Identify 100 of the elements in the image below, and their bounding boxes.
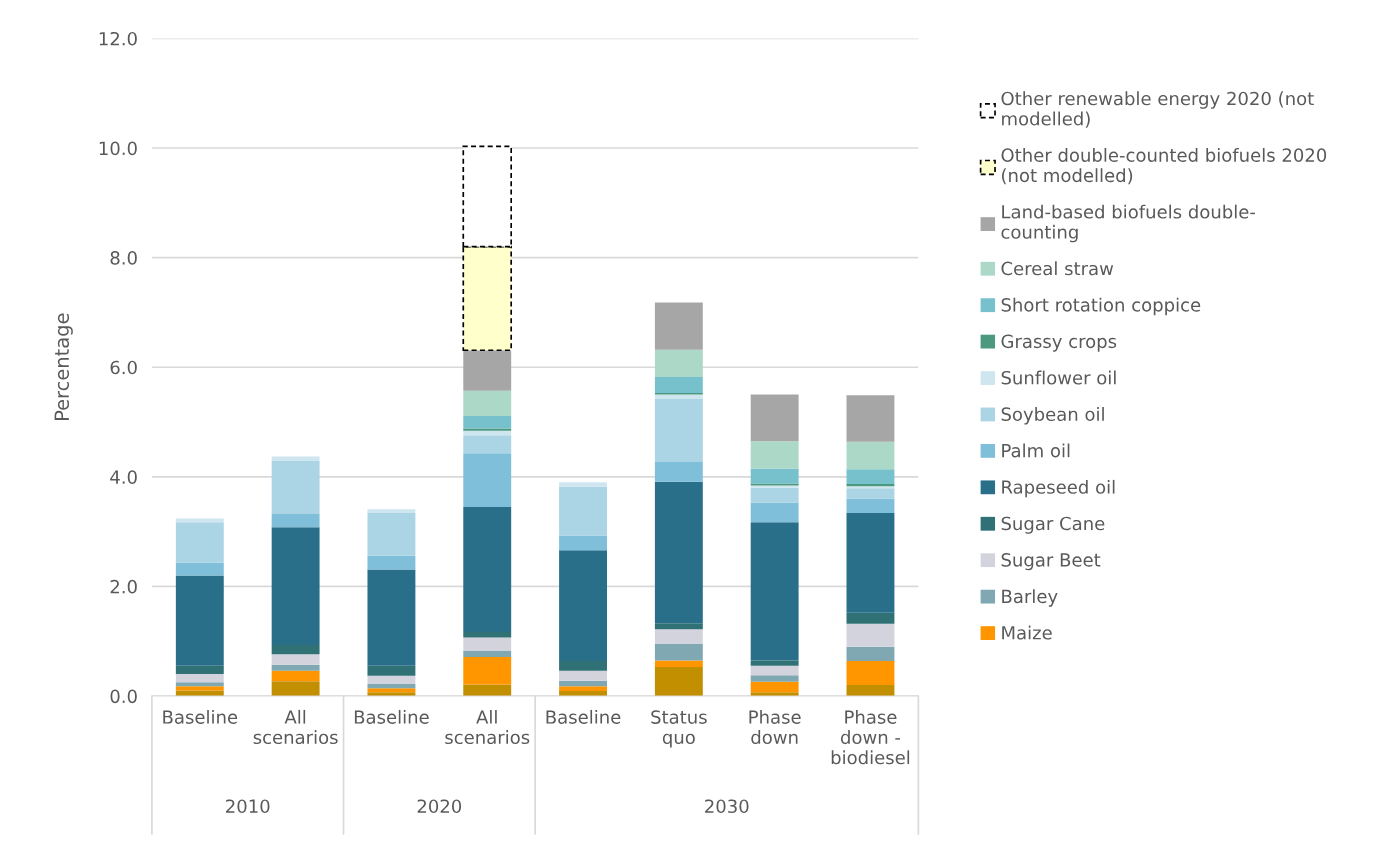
bar [654, 666, 703, 697]
bar [559, 670, 607, 681]
bar [846, 660, 895, 686]
bar [367, 675, 416, 684]
bar [175, 665, 224, 675]
bar [654, 660, 703, 667]
bar [559, 660, 607, 671]
bar [750, 468, 799, 484]
bar [367, 512, 416, 556]
bar [750, 665, 799, 676]
bar [463, 637, 512, 652]
bar [367, 688, 416, 693]
bar [463, 651, 512, 658]
x-tick-label: Status quo [651, 710, 707, 748]
bar [559, 486, 607, 536]
bar [271, 681, 320, 697]
x-tick-label: All scenarios [445, 709, 530, 745]
bar [463, 453, 512, 507]
legend-label: Barley [1002, 589, 1058, 607]
bar [463, 390, 512, 416]
bar [846, 646, 895, 661]
bar [559, 482, 607, 487]
legend-label: Grassy crops [1001, 334, 1117, 352]
bar [175, 562, 224, 576]
legend-label: Other double-counted biofuels 2020 (not modelled) [1001, 147, 1327, 185]
bar [175, 518, 224, 523]
legend-label: Short rotation coppice [1001, 297, 1201, 316]
bar [846, 395, 895, 442]
bar [463, 657, 512, 685]
x-tick-label: Baseline [354, 709, 429, 724]
x-tick-label: Baseline [163, 709, 238, 724]
bar [846, 623, 895, 647]
y-tick-label: 2.0 [110, 579, 137, 594]
bar [463, 506, 512, 632]
bar [846, 612, 895, 624]
legend-label: Soybean oil [1001, 407, 1104, 425]
bar [846, 512, 895, 613]
bar [463, 435, 512, 454]
y-tick-label: 8.0 [110, 251, 137, 265]
bar [654, 302, 703, 350]
bar [367, 509, 416, 513]
bar [271, 514, 320, 528]
bar [271, 527, 320, 646]
bar [367, 555, 416, 570]
bar [367, 569, 416, 666]
bar [559, 680, 607, 687]
text: 2020 [417, 799, 462, 814]
bar [271, 456, 320, 461]
bar [654, 462, 703, 482]
bar [559, 550, 607, 661]
bar [559, 686, 607, 692]
bar [654, 481, 703, 624]
text: 2030 [705, 799, 749, 814]
bar [846, 488, 895, 499]
bar [271, 664, 320, 671]
bar [750, 681, 799, 693]
bar [175, 575, 224, 666]
x-tick-label: Phase down - biodiesel [831, 709, 910, 765]
bar [750, 394, 799, 442]
x-tick-label: All scenarios [253, 709, 338, 745]
bar [463, 430, 512, 436]
y-axis-title: Percentage [54, 313, 73, 420]
bar [654, 399, 703, 463]
bar [846, 685, 895, 697]
legend-label: Maize [1002, 625, 1052, 640]
bar [750, 487, 799, 503]
x-tick-label: Phase down [749, 709, 801, 745]
bar [271, 670, 320, 682]
y-tick-label: 6.0 [110, 360, 137, 375]
bar [750, 675, 799, 682]
bar [846, 469, 895, 484]
legend-label: Cereal straw [1001, 261, 1114, 276]
bar [271, 645, 320, 655]
bar [750, 502, 799, 523]
legend-label: Rapeseed oil [1002, 479, 1115, 498]
y-tick-label: 4.0 [110, 470, 137, 484]
bar [654, 629, 703, 644]
bar [271, 654, 320, 665]
bar [367, 683, 416, 689]
bar [654, 377, 703, 393]
bar [654, 349, 703, 378]
bar [367, 665, 416, 676]
legend-label: Land-based biofuels double- counting [1001, 204, 1256, 243]
bar [463, 350, 512, 391]
bar [175, 682, 224, 687]
bar [654, 623, 703, 630]
legend-label: Sunflower oil [1001, 370, 1116, 385]
y-tick-label: 12.0 [99, 31, 137, 46]
bar [175, 686, 224, 691]
bar [271, 460, 320, 515]
x-tick-label: Baseline [546, 709, 621, 724]
bar [654, 643, 703, 661]
bar [559, 535, 607, 551]
y-tick-label: 0.0 [110, 689, 137, 704]
y-tick-label: 10.0 [99, 141, 137, 156]
bar [175, 522, 224, 563]
bar [463, 631, 512, 638]
bar [175, 674, 224, 683]
bar [846, 441, 895, 470]
bar [750, 660, 799, 666]
